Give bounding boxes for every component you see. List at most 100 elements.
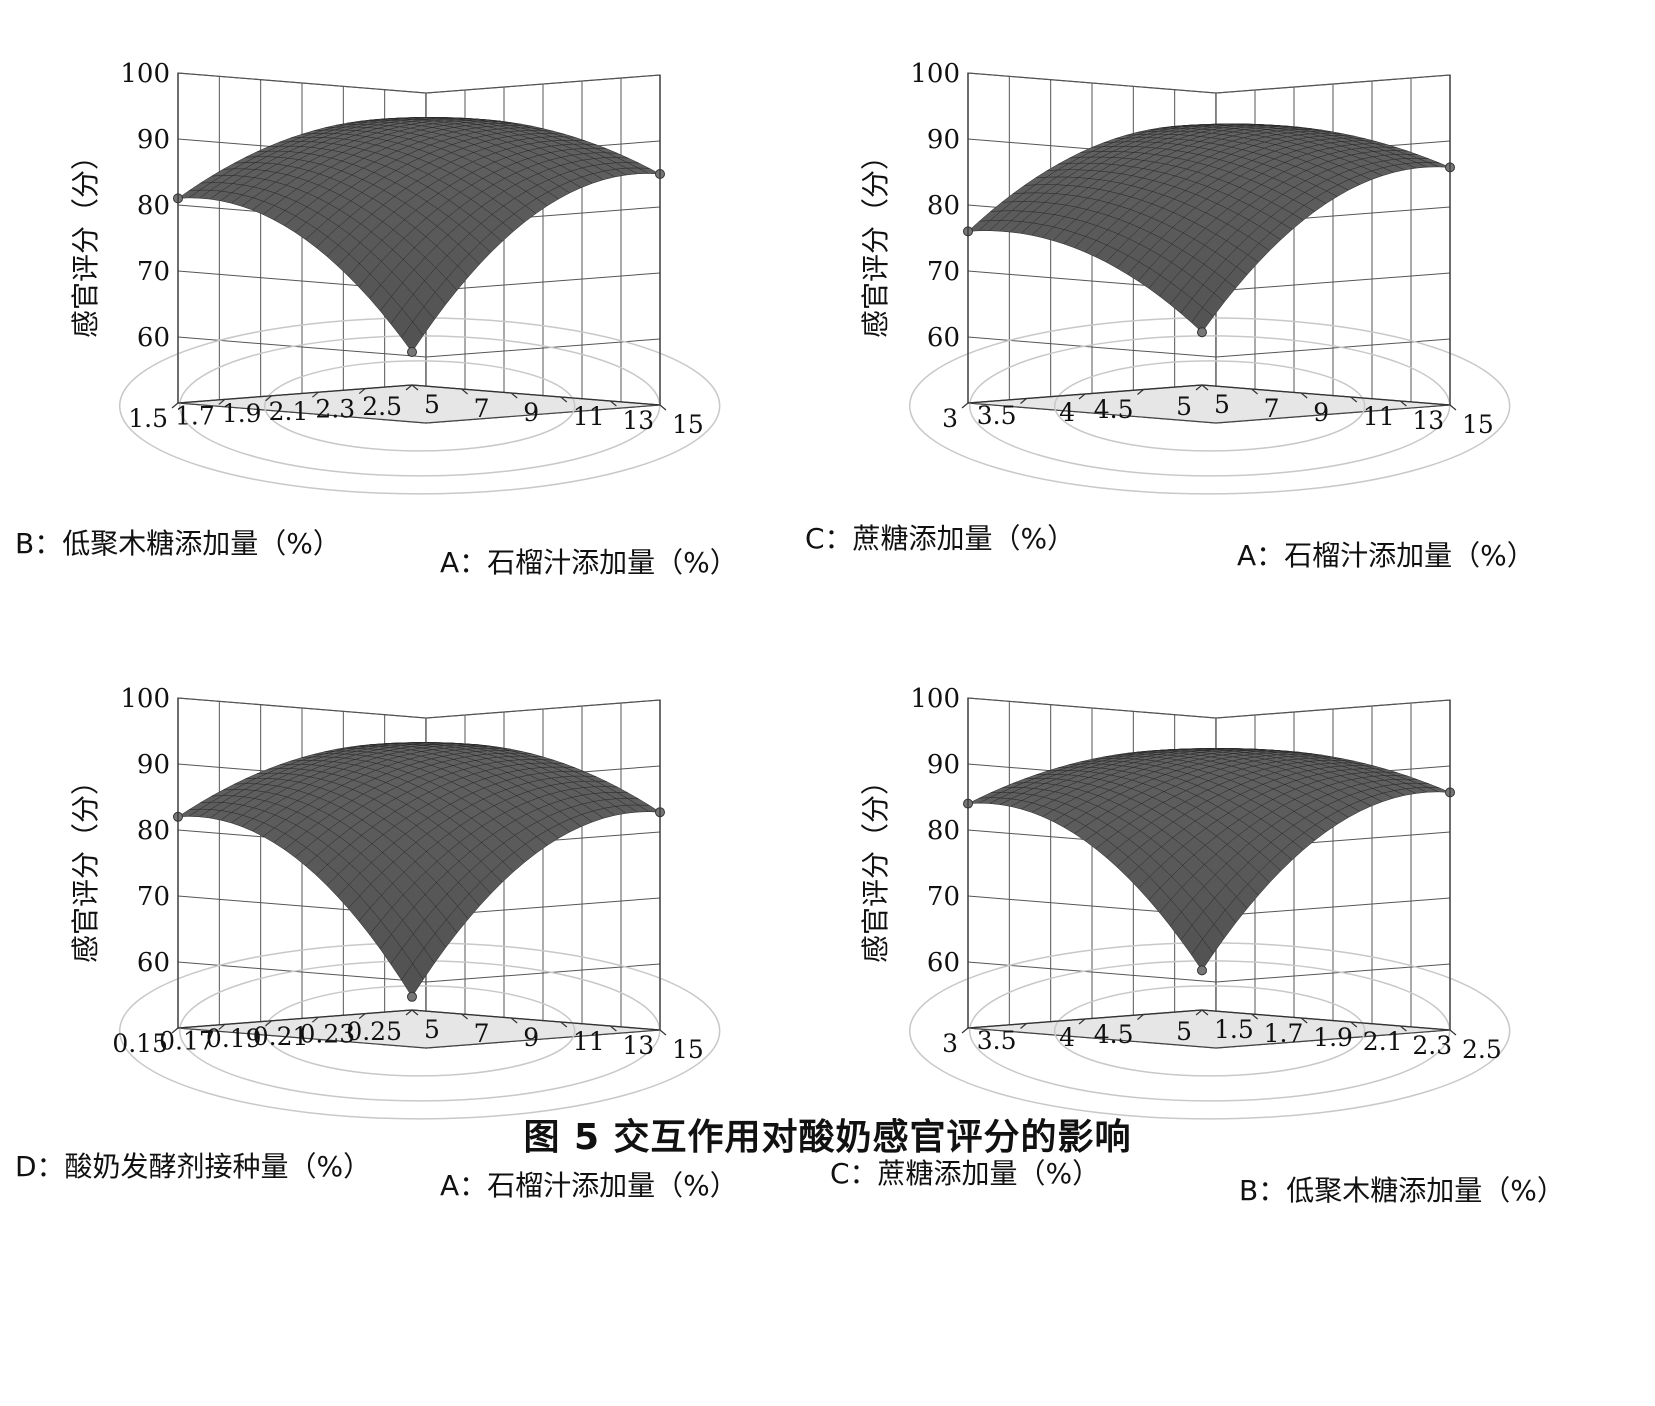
- response-surface: [177, 742, 661, 998]
- right-axis-tick: [560, 396, 568, 403]
- right-axis-tick: [461, 388, 468, 395]
- right-axis-tick: [560, 1021, 568, 1028]
- right-axis-tick: [1400, 1025, 1407, 1032]
- left-axis-title: C：蔗糖添加量（%）: [830, 1157, 1100, 1190]
- left-axis-tick: [1020, 398, 1027, 404]
- right-axis-tick-label: 9: [523, 1023, 539, 1052]
- left-axis-tick: [312, 1016, 319, 1023]
- right-axis-tick-label: 2.5: [1462, 1035, 1502, 1064]
- wall-grid-line: [177, 72, 661, 94]
- left-axis-tick: [171, 402, 179, 409]
- z-tick-label: 90: [927, 750, 960, 780]
- surface-chart-2: 60 70 80 90 100 感官评分（分） 3 3.5 4 4.5 5 5 7 9 11 13 15 C：蔗糖…: [805, 59, 1535, 572]
- z-tick-label: 70: [927, 882, 960, 912]
- left-axis-tick-label: 0.25: [346, 1017, 402, 1046]
- z-tick-label: 70: [137, 257, 170, 287]
- wall-grid-line: [177, 697, 661, 719]
- floor-contour: [968, 335, 1451, 477]
- z-tick-label: 80: [137, 191, 170, 221]
- right-axis-tick: [1350, 1021, 1358, 1028]
- z-axis-title: 感官评分（分）: [859, 142, 892, 338]
- z-tick-label: 100: [120, 684, 170, 714]
- right-axis-tick-label: 13: [1412, 406, 1444, 435]
- left-axis-tick-label: 1.5: [128, 404, 168, 433]
- right-axis-tick-label: 5: [1214, 390, 1230, 419]
- z-tick-label: 100: [910, 59, 960, 89]
- right-axis-tick: [610, 1025, 617, 1032]
- right-axis-tick-label: 7: [474, 1019, 490, 1048]
- surface-cell: [1204, 749, 1227, 752]
- left-axis-tick: [218, 398, 226, 405]
- design-point: [407, 347, 417, 357]
- z-tick-label: 80: [137, 816, 170, 846]
- z-tick-label: 60: [927, 948, 960, 978]
- right-axis-tick: [1201, 384, 1209, 391]
- floor-contour: [1053, 360, 1366, 452]
- left-axis-tick-label: 0.21: [253, 1022, 309, 1051]
- surface-cell: [414, 742, 437, 745]
- left-axis-tick: [1020, 1023, 1027, 1029]
- left-axis-tick-label: 4: [1059, 1023, 1075, 1052]
- left-axis-tick-label: 0.19: [206, 1024, 262, 1053]
- surface-cell: [1204, 124, 1227, 127]
- left-axis-tick-label: 3: [942, 404, 958, 433]
- floor-contour: [263, 985, 576, 1077]
- right-axis-title: A：石榴汁添加量（%）: [1237, 539, 1535, 572]
- right-axis-tick-label: 5: [424, 390, 440, 419]
- wall-grid-line: [967, 697, 1451, 719]
- right-axis-tick-label: 7: [1264, 394, 1280, 423]
- right-axis-tick-label: 1.9: [1313, 1023, 1353, 1052]
- right-axis-tick-label: 9: [523, 398, 539, 427]
- wall-grid-line: [967, 72, 1451, 94]
- right-axis-line: [411, 384, 661, 406]
- left-axis-tick-label: 1.7: [175, 402, 215, 431]
- left-axis-tick: [358, 388, 366, 395]
- right-axis-line: [1201, 384, 1451, 406]
- right-axis-tick-label: 9: [1313, 398, 1329, 427]
- z-tick-label: 100: [910, 684, 960, 714]
- left-axis-title: B：低聚木糖添加量（%）: [15, 527, 341, 560]
- left-axis-tick: [961, 1027, 969, 1034]
- right-axis-tick: [659, 404, 667, 411]
- left-axis-tick: [1195, 384, 1203, 391]
- right-axis-tick-label: 13: [622, 1031, 654, 1060]
- left-axis-tick-label: 5: [1176, 1017, 1192, 1046]
- wall-grid-line: [967, 336, 1451, 358]
- left-axis-tick: [1078, 1018, 1086, 1025]
- left-axis-tick: [1078, 393, 1086, 400]
- left-axis-tick: [312, 391, 319, 398]
- left-axis-tick-label: 3: [942, 1029, 958, 1058]
- right-axis-tick: [411, 384, 419, 391]
- right-axis-tick: [1400, 400, 1407, 407]
- left-axis-tick-label: 3.5: [977, 1026, 1017, 1055]
- right-axis-tick-label: 1.7: [1264, 1019, 1304, 1048]
- floor-contour: [263, 360, 576, 452]
- left-axis-tick: [961, 402, 969, 409]
- left-axis-tick-label: 4.5: [1094, 395, 1134, 424]
- right-axis-title: A：石榴汁添加量（%）: [440, 1169, 738, 1202]
- design-point: [407, 991, 417, 1002]
- left-axis-tick: [265, 1020, 272, 1027]
- right-axis-tick: [610, 400, 617, 407]
- right-axis-tick: [461, 1013, 468, 1020]
- right-axis-title: B：低聚木糖添加量（%）: [1239, 1174, 1565, 1207]
- left-axis-title: C：蔗糖添加量（%）: [805, 522, 1075, 555]
- figure-caption: 图 5 交互作用对酸奶感官评分的影响: [523, 1117, 1132, 1158]
- z-tick-label: 70: [927, 257, 960, 287]
- left-axis-tick: [1195, 1009, 1203, 1016]
- right-axis-tick-label: 11: [573, 402, 605, 431]
- left-axis-tick-label: 3.5: [977, 401, 1017, 430]
- z-axis-title: 感官评分（分）: [69, 142, 102, 338]
- right-axis-tick: [659, 1029, 667, 1036]
- response-surface: [967, 748, 1451, 971]
- left-axis-tick-label: 5: [1176, 392, 1192, 421]
- right-axis-tick-label: 11: [573, 1027, 605, 1056]
- z-tick-label: 70: [137, 882, 170, 912]
- right-axis-tick-label: 13: [622, 406, 654, 435]
- left-axis-tick-label: 1.9: [222, 399, 262, 428]
- z-tick-label: 80: [927, 191, 960, 221]
- design-point: [1197, 327, 1207, 338]
- right-axis-tick: [1350, 396, 1358, 403]
- right-axis-tick: [411, 1009, 419, 1016]
